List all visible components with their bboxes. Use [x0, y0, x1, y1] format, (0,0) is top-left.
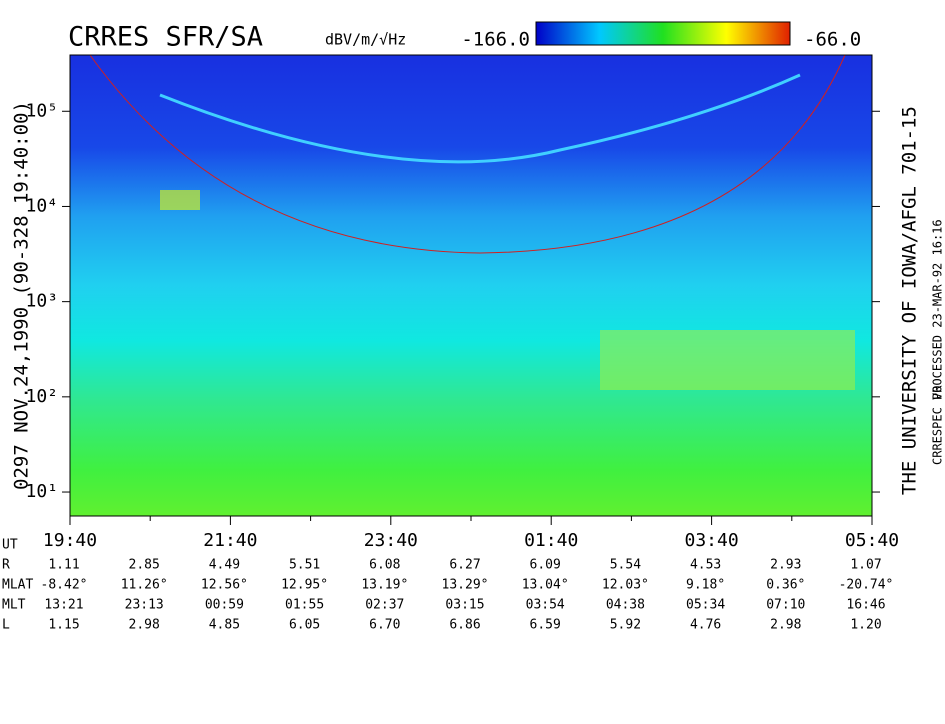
gyrofrequency-line: [89, 54, 846, 254]
side-label: 0297 NOV.24,1990 (90-328 19:40:00): [11, 101, 33, 490]
colorbar-unit: dBV/m/√Hz: [325, 31, 406, 49]
ephemeris-value: 05:34: [686, 598, 725, 613]
ephemeris-value: 4.85: [209, 618, 240, 633]
ephemeris-value: -20.74°: [839, 578, 894, 593]
x-tick-label: 19:40: [43, 530, 97, 551]
ephemeris-value: 11.26°: [121, 578, 168, 593]
ephemeris-value: 1.07: [850, 558, 881, 573]
ephemeris-value: -8.42°: [41, 578, 88, 593]
ephemeris-value: 12.56°: [201, 578, 248, 593]
ephemeris-value: 2.98: [129, 618, 160, 633]
ephemeris-value: 07:10: [766, 598, 805, 613]
ephemeris-value: 6.05: [289, 618, 320, 633]
spectrogram: [70, 55, 872, 516]
ephemeris-value: 6.08: [369, 558, 400, 573]
ephemeris-value: 1.15: [48, 618, 79, 633]
y-tick-label: 10²: [25, 386, 58, 407]
processed: PROCESSED 23-MAR-92 16:16: [931, 219, 945, 400]
x-tick-label: 23:40: [364, 530, 418, 551]
ephemeris-label: UT: [2, 538, 18, 553]
ephemeris-label: L: [2, 618, 10, 633]
colorbar-max: -66.0: [804, 29, 861, 51]
y-tick-label: 10¹: [25, 481, 58, 502]
spectrogram-patch: [600, 330, 855, 390]
ephemeris-value: 6.70: [369, 618, 400, 633]
ephemeris-value: 03:54: [526, 598, 565, 613]
y-tick-label: 10⁵: [25, 100, 58, 121]
spectrogram-patch: [160, 190, 200, 210]
ephemeris-value: 13.04°: [522, 578, 569, 593]
ephemeris-value: 13:21: [44, 598, 83, 613]
ephemeris-value: 0.36°: [766, 578, 805, 593]
ephemeris-value: 2.85: [129, 558, 160, 573]
ephemeris-value: 01:55: [285, 598, 324, 613]
ephemeris-value: 1.11: [48, 558, 79, 573]
ephemeris-value: 2.98: [770, 618, 801, 633]
ephemeris-value: 5.92: [610, 618, 641, 633]
emission-line: [159, 73, 801, 164]
colorbar-min: -166.0: [461, 29, 530, 51]
colorbar: [535, 21, 791, 46]
ephemeris-value: 5.51: [289, 558, 320, 573]
ephemeris-value: 16:46: [846, 598, 885, 613]
ephemeris-value: 4.49: [209, 558, 240, 573]
ephemeris-value: 00:59: [205, 598, 244, 613]
ephemeris-value: 6.86: [449, 618, 480, 633]
ephemeris-value: 04:38: [606, 598, 645, 613]
ephemeris-value: 4.76: [690, 618, 721, 633]
ephemeris-value: 6.09: [530, 558, 561, 573]
x-tick-label: 03:40: [685, 530, 739, 551]
x-tick-label: 01:40: [524, 530, 578, 551]
ephemeris-value: 4.53: [690, 558, 721, 573]
ephemeris-value: 5.54: [610, 558, 641, 573]
ephemeris-value: 02:37: [365, 598, 404, 613]
title: CRRES SFR/SA: [68, 22, 263, 53]
ephemeris-value: 12.95°: [281, 578, 328, 593]
ephemeris-value: 6.27: [449, 558, 480, 573]
ephemeris-value: 03:15: [445, 598, 484, 613]
ephemeris-label: R: [2, 558, 10, 573]
ephemeris-label: MLT: [2, 598, 26, 613]
ephemeris-value: 1.20: [850, 618, 881, 633]
ephemeris-value: 2.93: [770, 558, 801, 573]
credit: THE UNIVERSITY OF IOWA/AFGL 701-15: [899, 106, 921, 495]
ephemeris-value: 13.29°: [442, 578, 489, 593]
ephemeris-value: 23:13: [125, 598, 164, 613]
y-tick-label: 10⁴: [25, 195, 58, 216]
x-tick-label: 21:40: [203, 530, 257, 551]
y-tick-label: 10³: [25, 291, 58, 312]
ephemeris-value: 12.03°: [602, 578, 649, 593]
ephemeris-value: 9.18°: [686, 578, 725, 593]
ephemeris-label: MLAT: [2, 578, 33, 593]
ephemeris-value: 6.59: [530, 618, 561, 633]
version: CRRESPEC V0: [931, 386, 945, 465]
ephemeris-value: 13.19°: [361, 578, 408, 593]
x-tick-label: 05:40: [845, 530, 899, 551]
